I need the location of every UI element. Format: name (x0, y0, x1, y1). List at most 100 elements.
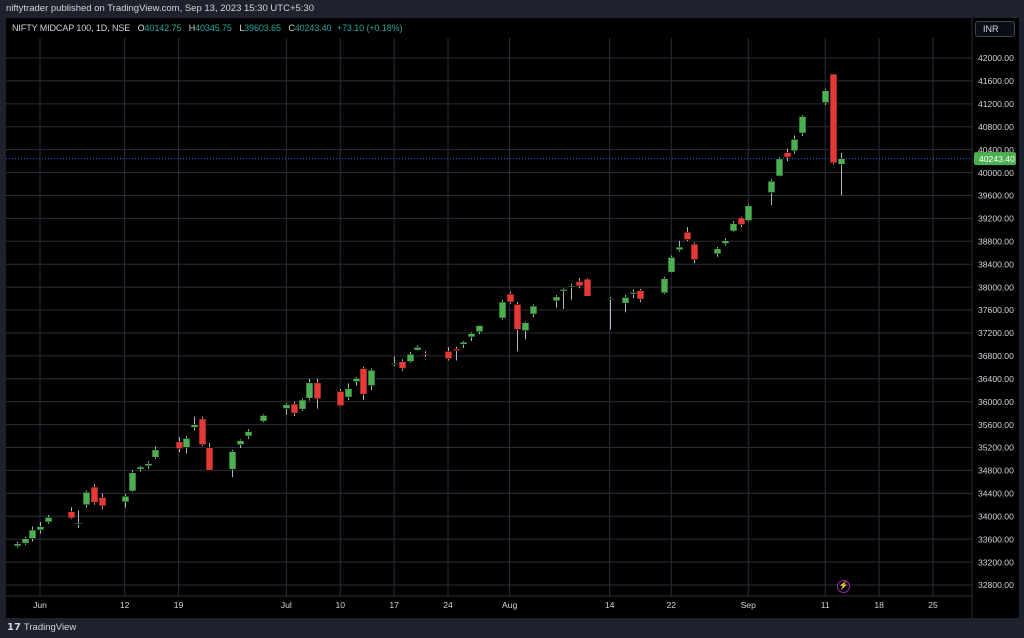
candle-body (713, 248, 722, 255)
candle-body (305, 382, 314, 399)
candle-body (121, 495, 130, 503)
x-tick-label: Jul (281, 600, 292, 610)
y-tick-label: 36000.00 (978, 397, 1014, 407)
candle-body (336, 391, 345, 407)
y-tick-label: 36800.00 (978, 351, 1014, 361)
candle-body (406, 353, 415, 362)
y-tick-label: 36400.00 (978, 374, 1014, 384)
candle-body (290, 403, 299, 414)
candle-body (344, 388, 353, 398)
candle-body (783, 152, 792, 158)
tradingview-logo[interactable]: 17 TradingView (7, 622, 76, 633)
last-price-label: 40243.40 (979, 154, 1015, 164)
y-tick-label: 40800.00 (978, 122, 1014, 132)
candle-body (82, 491, 91, 506)
close-value: 40243.40 (294, 23, 332, 33)
candle-body (198, 418, 207, 445)
y-tick-label: 39200.00 (978, 214, 1014, 224)
y-tick-label: 34400.00 (978, 489, 1014, 499)
candle-body (136, 466, 145, 470)
x-tick-label: 18 (874, 600, 884, 610)
low-value: 39603.65 (244, 23, 281, 33)
publish-text: niftytrader published on TradingView.com… (6, 3, 314, 14)
y-tick-label: 32800.00 (978, 580, 1014, 590)
y-tick-label: 37200.00 (978, 328, 1014, 338)
candle-body (228, 451, 237, 470)
x-tick-label: Jun (33, 600, 47, 610)
candle-body (236, 440, 245, 445)
candle-body (13, 543, 22, 547)
candle-body (459, 341, 468, 345)
candle-body (621, 297, 630, 304)
candle-body (660, 278, 669, 294)
candle-body (398, 361, 407, 369)
candle-body (467, 333, 476, 338)
candle-body (28, 529, 37, 539)
y-tick-label: 35200.00 (978, 443, 1014, 453)
candle-body (744, 205, 753, 221)
candle-body (36, 526, 45, 531)
candle-body (151, 449, 160, 458)
candle-body (583, 278, 592, 297)
lightning-icon[interactable]: ⚡ (837, 580, 850, 593)
candle-body (190, 424, 199, 428)
candle-body (413, 346, 422, 351)
candle-body (683, 231, 692, 240)
candle-body (506, 293, 515, 303)
y-tick-label: 38400.00 (978, 259, 1014, 269)
candle-body (498, 301, 507, 319)
candle-body (90, 486, 99, 503)
high-label: H (188, 23, 196, 33)
candle-body (74, 522, 83, 525)
x-tick-label: 19 (174, 600, 184, 610)
candle-body (821, 90, 830, 103)
candle-body (837, 158, 846, 165)
tradingview-wordmark: TradingView (23, 622, 77, 633)
y-tick-label: 34800.00 (978, 466, 1014, 476)
candle-body (205, 447, 214, 471)
y-tick-label: 33600.00 (978, 534, 1014, 544)
candle-body (575, 281, 584, 287)
y-tick-label: 37600.00 (978, 305, 1014, 315)
ohlc-legend: NIFTY MIDCAP 100, 1D, NSE O40142.75 H403… (12, 23, 403, 33)
chart-area[interactable] (6, 18, 1019, 618)
open-label: O (137, 23, 145, 33)
candle-body (721, 240, 730, 244)
y-tick-label: 41600.00 (978, 76, 1014, 86)
x-tick-label: Sep (741, 600, 757, 610)
candle-body (567, 285, 576, 288)
candle-body (513, 304, 522, 330)
candle-body (67, 511, 76, 519)
x-tick-label: 22 (666, 600, 676, 610)
close-label: C (288, 23, 295, 33)
y-tick-label: 39600.00 (978, 191, 1014, 201)
low-label: L (239, 23, 245, 33)
candle-body (667, 257, 676, 273)
candle-body (144, 463, 153, 467)
candle-body (606, 298, 615, 300)
candle-body (421, 353, 430, 355)
x-tick-label: 10 (335, 600, 345, 610)
candle-body (259, 415, 268, 422)
candle-body (367, 369, 376, 386)
candle-body (775, 158, 784, 177)
candle-body (767, 180, 776, 193)
high-value: 40345.75 (195, 23, 232, 33)
x-tick-label: 14 (605, 600, 615, 610)
candle-body (98, 497, 107, 507)
candle-body (390, 363, 399, 365)
candle-body (529, 305, 538, 315)
candle-body (675, 246, 684, 251)
candle-body (790, 139, 799, 152)
y-tick-label: 42000.00 (978, 53, 1014, 63)
candle-body (44, 517, 53, 523)
x-tick-label: 25 (928, 600, 938, 610)
x-tick-label: 12 (120, 600, 130, 610)
candle-body (798, 116, 807, 134)
last-price-badge (974, 152, 1016, 166)
candle-body (629, 291, 638, 295)
candle-body (521, 322, 530, 331)
candle-body (352, 377, 361, 382)
currency-button[interactable]: INR (975, 21, 1015, 37)
